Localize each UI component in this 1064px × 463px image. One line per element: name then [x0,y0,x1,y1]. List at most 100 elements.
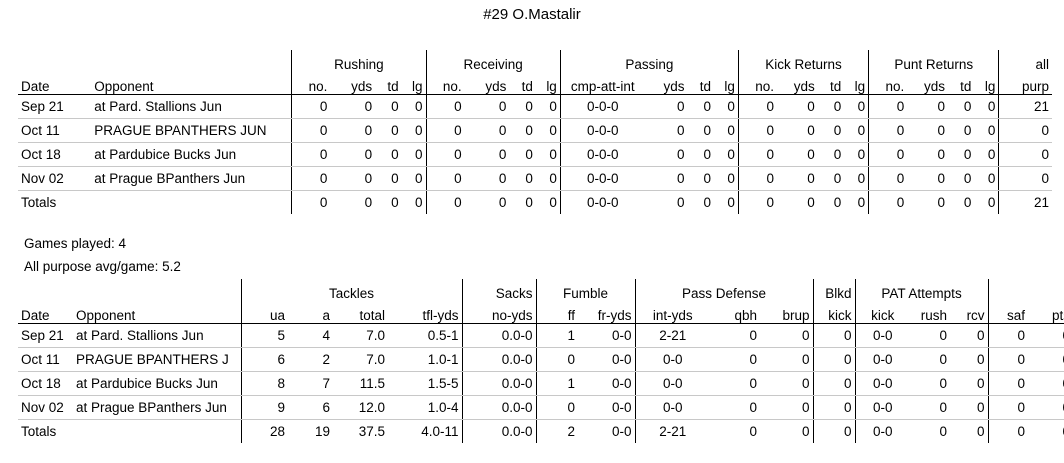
table-cell: 6 [241,347,288,372]
table-cell: 12.0 [333,395,388,420]
table-cell: 0 [868,166,908,191]
table-cell: 0 [710,323,761,348]
table-row: Sep 21 at Pard. Stallions Jun 0 0 0 0 0 0 0 0 0-0-… [18,94,1052,119]
column-header: lg [535,72,561,95]
table-cell: 0 [330,94,376,119]
column-header: lg [844,72,870,95]
table-cell: 0 [910,323,951,348]
table-cell: 0 [464,166,510,191]
table-cell: at Pard. Stallions Jun [73,323,242,348]
table-cell: 1.5-5 [388,371,463,396]
totals-cell: 0 [749,424,758,439]
group-passing: Passing [560,50,739,72]
totals-cell: 37.5 [358,424,385,439]
group-pat-attempts: PAT Attempts [855,279,989,301]
table-cell: 0 [710,347,761,372]
table-cell: 0 [738,118,778,143]
table-cell: 0-0-0 [560,94,645,119]
column-header: fr-yds [578,301,636,324]
table-cell: 1.0-4 [388,395,463,420]
column-header: brup [760,301,814,324]
table-cell: 7.0 [333,323,388,348]
column-header: qbh [710,301,761,324]
table-cell: 5 [241,323,288,348]
totals-cell: 0-0 [578,419,636,443]
column-header: td [509,72,536,95]
totals-cell: Totals [21,195,57,210]
all-purpose-avg: All purpose avg/game: 5.2 [24,259,181,274]
table-cell: 0-0-0 [560,142,645,167]
group-sacks: Sacks [462,279,537,301]
table-cell: 0 [988,371,1029,396]
table-cell: 0 [644,118,688,143]
table-cell: Oct 11 [18,347,73,372]
totals-cell: 0 [950,419,989,443]
table-cell: 0 [844,142,870,167]
table-cell: at Prague BPanthers Jun [73,395,242,420]
table-cell: 0 [907,118,948,143]
table-cell: 0 [536,347,579,372]
table-cell: 0-0 [578,395,636,420]
table-cell: 9 [241,395,288,420]
table-cell: 0 [817,166,845,191]
table-row: Nov 02 at Prague BPanthers Jun 0 0 0 0 0 0 0 0 0-0… [18,166,1052,191]
table-cell: 0 [535,118,561,143]
table-cell: 0-0 [855,395,911,420]
table-cell: 0 [974,118,1000,143]
table-cell: 0.0-0 [462,347,537,372]
totals-cell: 2-21 [659,424,687,439]
table-cell: 0 [813,395,856,420]
totals-cell: 28 [269,424,285,439]
table-cell: Nov 02 [18,166,92,191]
table-cell: 0 [950,371,989,396]
column-header: Opponent [91,72,293,95]
column-header: Date [18,301,73,324]
table-cell: 0 [947,94,975,119]
defense-group-header-row: Tackles Sacks Fumble Pass Defense Blkd P… [18,279,1064,301]
table-cell: 0 [907,94,948,119]
table-cell: 0-0 [855,347,911,372]
column-header: a [288,301,333,324]
table-cell: 0 [988,323,1029,348]
column-header: total [333,301,388,324]
table-cell: 0 [868,118,908,143]
totals-cell: 0 [760,419,814,443]
table-cell: 0 [644,166,688,191]
totals-cell: 21 [1033,195,1049,210]
table-cell: 0 [813,323,856,348]
table-cell: 0 [687,118,714,143]
table-cell: 0 [291,142,331,167]
totals-cell: 4.0-11 [388,419,463,443]
table-cell: 0 [509,118,536,143]
defense-stats-table: Tackles Sacks Fumble Pass Defense Blkd P… [18,279,1064,443]
totals-cell: 0 [677,195,685,210]
table-cell: at Pardubice Bucks Jun [91,142,293,167]
table-cell: 0 [509,142,536,167]
table-row: Oct 11 PRAGUE BPANTHERS JUN 0 0 0 0 0 0 0 0 0-0-0 0… [18,118,1052,143]
table-cell: 0 [535,166,561,191]
column-header: pts [1028,301,1064,324]
table-cell: 0 [907,166,948,191]
column-header: saf [988,301,1029,324]
column-header: no. [426,72,465,95]
table-cell: 4 [288,323,333,348]
table-cell: 21 [998,94,1052,119]
table-cell: Nov 02 [18,395,73,420]
table-cell: 0 [713,118,739,143]
table-cell: 0.0-0 [462,323,537,348]
totals-row: Totals 28 19 37.5 4.0-11 0.0-0 2 0-0 2-21 0 0 0 0-0 0… [18,419,1064,443]
table-cell: 0 [426,142,465,167]
totals-cell: 0 [498,195,507,210]
totals-cell: 0 [1017,424,1026,439]
table-cell: 0 [760,371,814,396]
table-cell: 7 [288,371,333,396]
table-cell: at Pardubice Bucks Jun [73,371,242,396]
totals-cell: 0 [896,195,905,210]
table-cell: Oct 18 [18,371,73,396]
offense-stats-table: Rushing Receiving Passing Kick Returns P… [18,50,1052,214]
totals-cell: 0 [813,419,856,443]
totals-cell [91,190,293,214]
table-cell: 6 [288,395,333,420]
table-cell: 0-0 [855,323,911,348]
table-cell: 0 [844,118,870,143]
